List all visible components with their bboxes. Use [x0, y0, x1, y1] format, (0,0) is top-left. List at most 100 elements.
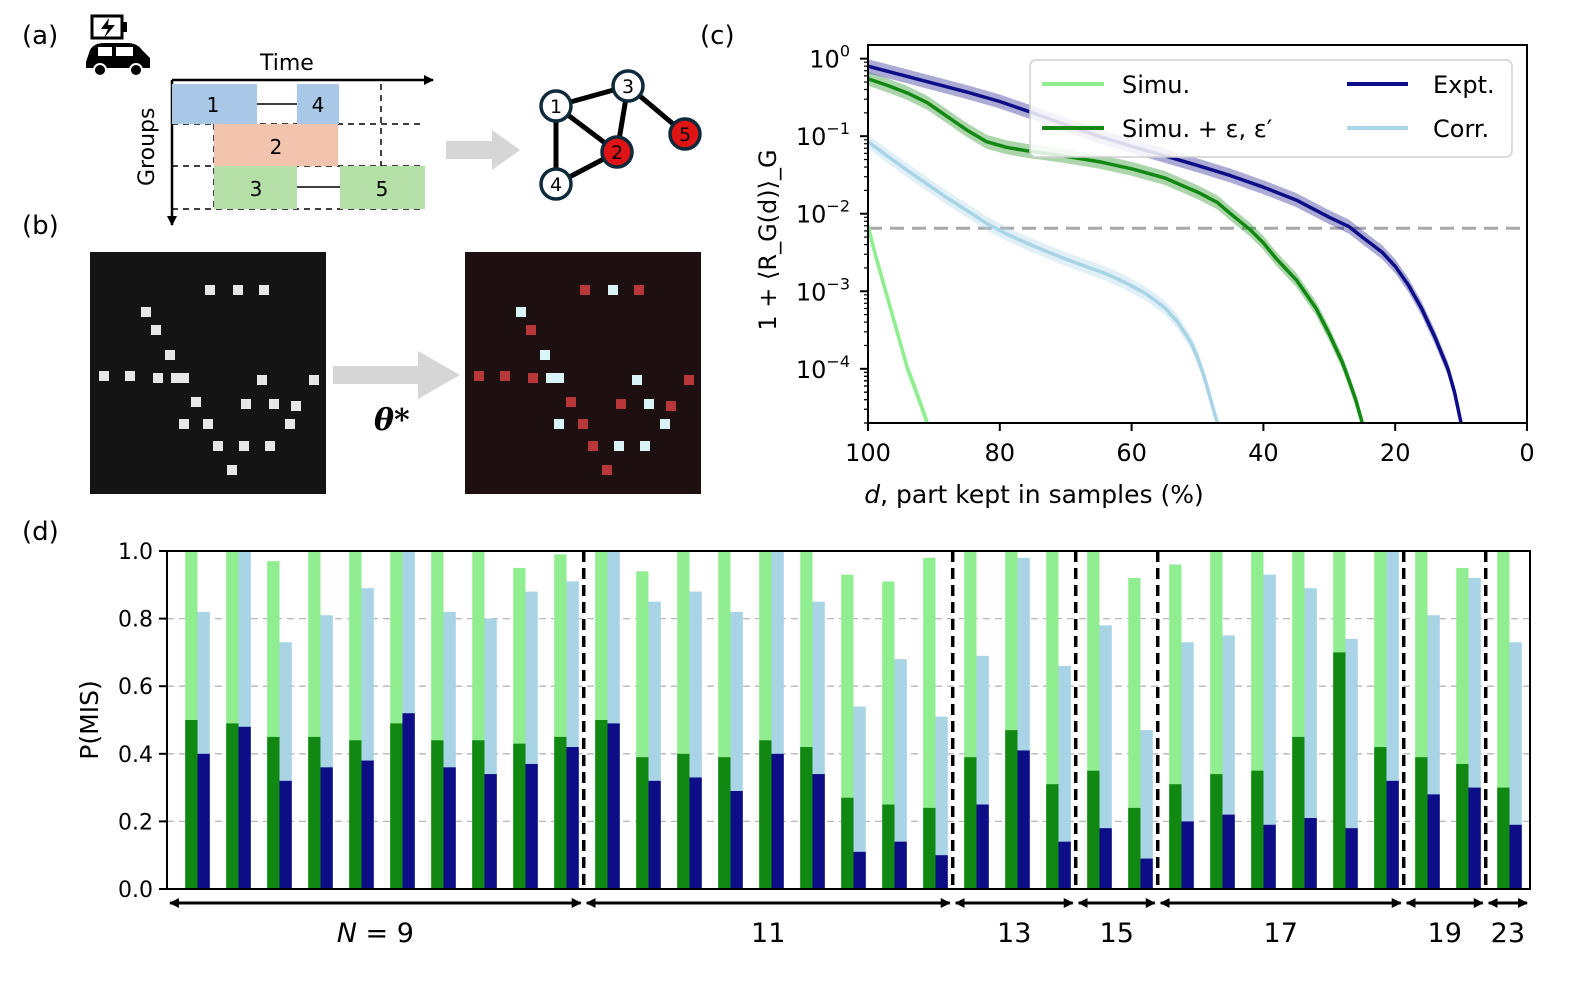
- bar-simu-eps: [841, 797, 854, 889]
- bar-simu-eps: [1169, 784, 1182, 889]
- x-tick-label: 0: [1519, 439, 1534, 467]
- bar-simu-eps: [1415, 757, 1428, 889]
- bar-corr: [894, 659, 907, 889]
- y-tick-label: 0.8: [118, 608, 153, 633]
- atom-spot: [203, 419, 213, 429]
- atom-spot: [259, 285, 269, 295]
- bar-corr: [853, 706, 866, 889]
- time-axis-label: Time: [259, 51, 314, 76]
- series-line-simu: [868, 77, 1364, 423]
- bar-simu-eps: [595, 720, 608, 889]
- schedule-block-label: 5: [376, 177, 389, 201]
- graph-node-label: 1: [550, 96, 562, 118]
- panel-b: θ*: [90, 252, 701, 494]
- bar-expt: [402, 713, 415, 889]
- atom-spot-selected: [660, 419, 670, 429]
- bar-corr: [1304, 588, 1317, 889]
- group-label: N = 9: [337, 918, 414, 949]
- bar-expt: [1427, 794, 1440, 889]
- schedule-block-4: [297, 84, 339, 124]
- atom-spot: [213, 441, 223, 451]
- bar-expt: [935, 855, 948, 889]
- graph-node-1: [539, 89, 573, 123]
- bar-corr: [1263, 574, 1276, 889]
- bar-simu-eps: [349, 740, 362, 889]
- bar-expt: [1058, 841, 1071, 889]
- y-tick-label: 10−1: [796, 119, 850, 151]
- transform-arrow: [446, 130, 520, 170]
- bar-simu: [923, 557, 936, 889]
- y-tick-label: 100: [809, 42, 850, 74]
- schedule-block-label: 4: [312, 93, 325, 117]
- bar-expt: [1140, 858, 1153, 889]
- x-tick-label: 100: [845, 439, 891, 467]
- y-axis-label-c: 1 + ⟨R_G(d)⟩_G: [754, 149, 782, 330]
- bar-simu-eps: [1251, 770, 1264, 889]
- bar-simu-eps: [431, 740, 444, 889]
- atom-spot-selected: [516, 307, 526, 317]
- car-battery-icon: [86, 14, 150, 77]
- atom-spot-selected: [554, 419, 564, 429]
- bar-expt: [812, 774, 825, 889]
- graph-node-label: 2: [611, 142, 623, 164]
- bar-expt: [1468, 787, 1481, 889]
- atom-spots-processed: [474, 285, 694, 475]
- bar-expt: [1304, 818, 1317, 889]
- bar-expt: [1181, 821, 1194, 889]
- group-label: 17: [1264, 918, 1298, 949]
- bar-simu-eps: [1497, 787, 1510, 889]
- atom-spot: [285, 419, 295, 429]
- y-tick-label: 0.0: [118, 878, 153, 903]
- graph-node-label: 4: [550, 174, 562, 196]
- group-label: 11: [751, 918, 785, 949]
- y-tick-label: 0.6: [118, 675, 153, 700]
- schedule-block-label: 2: [270, 135, 283, 159]
- atom-spot: [165, 350, 175, 360]
- bar-expt: [894, 841, 907, 889]
- atom-spot: [291, 401, 301, 411]
- atom-spot-empty: [588, 441, 598, 451]
- x-tick-label: 80: [985, 439, 1016, 467]
- series-line-expt: [868, 64, 1463, 423]
- panel-label-a: (a): [22, 21, 58, 51]
- bar-expt: [1345, 828, 1358, 889]
- confidence-band: [868, 134, 1218, 423]
- theta-star-label: θ*: [374, 403, 410, 438]
- schedule-block-2: [214, 124, 338, 166]
- atom-spot: [153, 373, 163, 383]
- atom-spot: [179, 419, 189, 429]
- x-axis-label-c: d, part kept in samples (%): [864, 480, 1203, 509]
- bar-simu-eps: [636, 757, 649, 889]
- atom-spot: [205, 285, 215, 295]
- bar-simu-eps: [472, 740, 485, 889]
- atom-spot: [191, 397, 201, 407]
- panel-a: Time Groups 1 4 2 3 5: [86, 14, 702, 226]
- theta-arrow: [333, 351, 460, 399]
- atom-spot-empty: [602, 465, 612, 475]
- bar-simu-eps: [800, 747, 813, 889]
- graph-node-5: [668, 117, 702, 151]
- x-tick-label: 20: [1380, 439, 1411, 467]
- bar-simu-eps: [554, 736, 567, 889]
- atom-spot-empty: [500, 371, 510, 381]
- atom-spot: [241, 399, 251, 409]
- panel-label-b: (b): [22, 211, 59, 241]
- bar-expt: [525, 763, 538, 889]
- bar-simu-eps: [677, 753, 690, 889]
- bar-simu-eps: [390, 723, 403, 889]
- atom-spot: [269, 399, 279, 409]
- bar-expt: [361, 760, 374, 889]
- legend-label-simu-eps: Simu. + ε, ε′: [1122, 115, 1272, 143]
- bar-simu-eps: [882, 804, 895, 889]
- y-tick-label: 1.0: [118, 540, 153, 565]
- plot-area-d: 0.0 0.2 0.4 0.6 0.8 1.0 N = 9 11 13 15 17 19 23: [118, 540, 1531, 949]
- schedule-blocks: 1 4 2 3 5: [172, 84, 425, 209]
- group-label: 15: [1100, 918, 1134, 949]
- bar-corr: [1099, 625, 1112, 889]
- atom-spot-empty: [474, 371, 484, 381]
- atom-spot: [239, 441, 249, 451]
- atom-spot: [141, 307, 151, 317]
- y-tick-label: 0.2: [118, 810, 153, 835]
- bar-expt: [1099, 828, 1112, 889]
